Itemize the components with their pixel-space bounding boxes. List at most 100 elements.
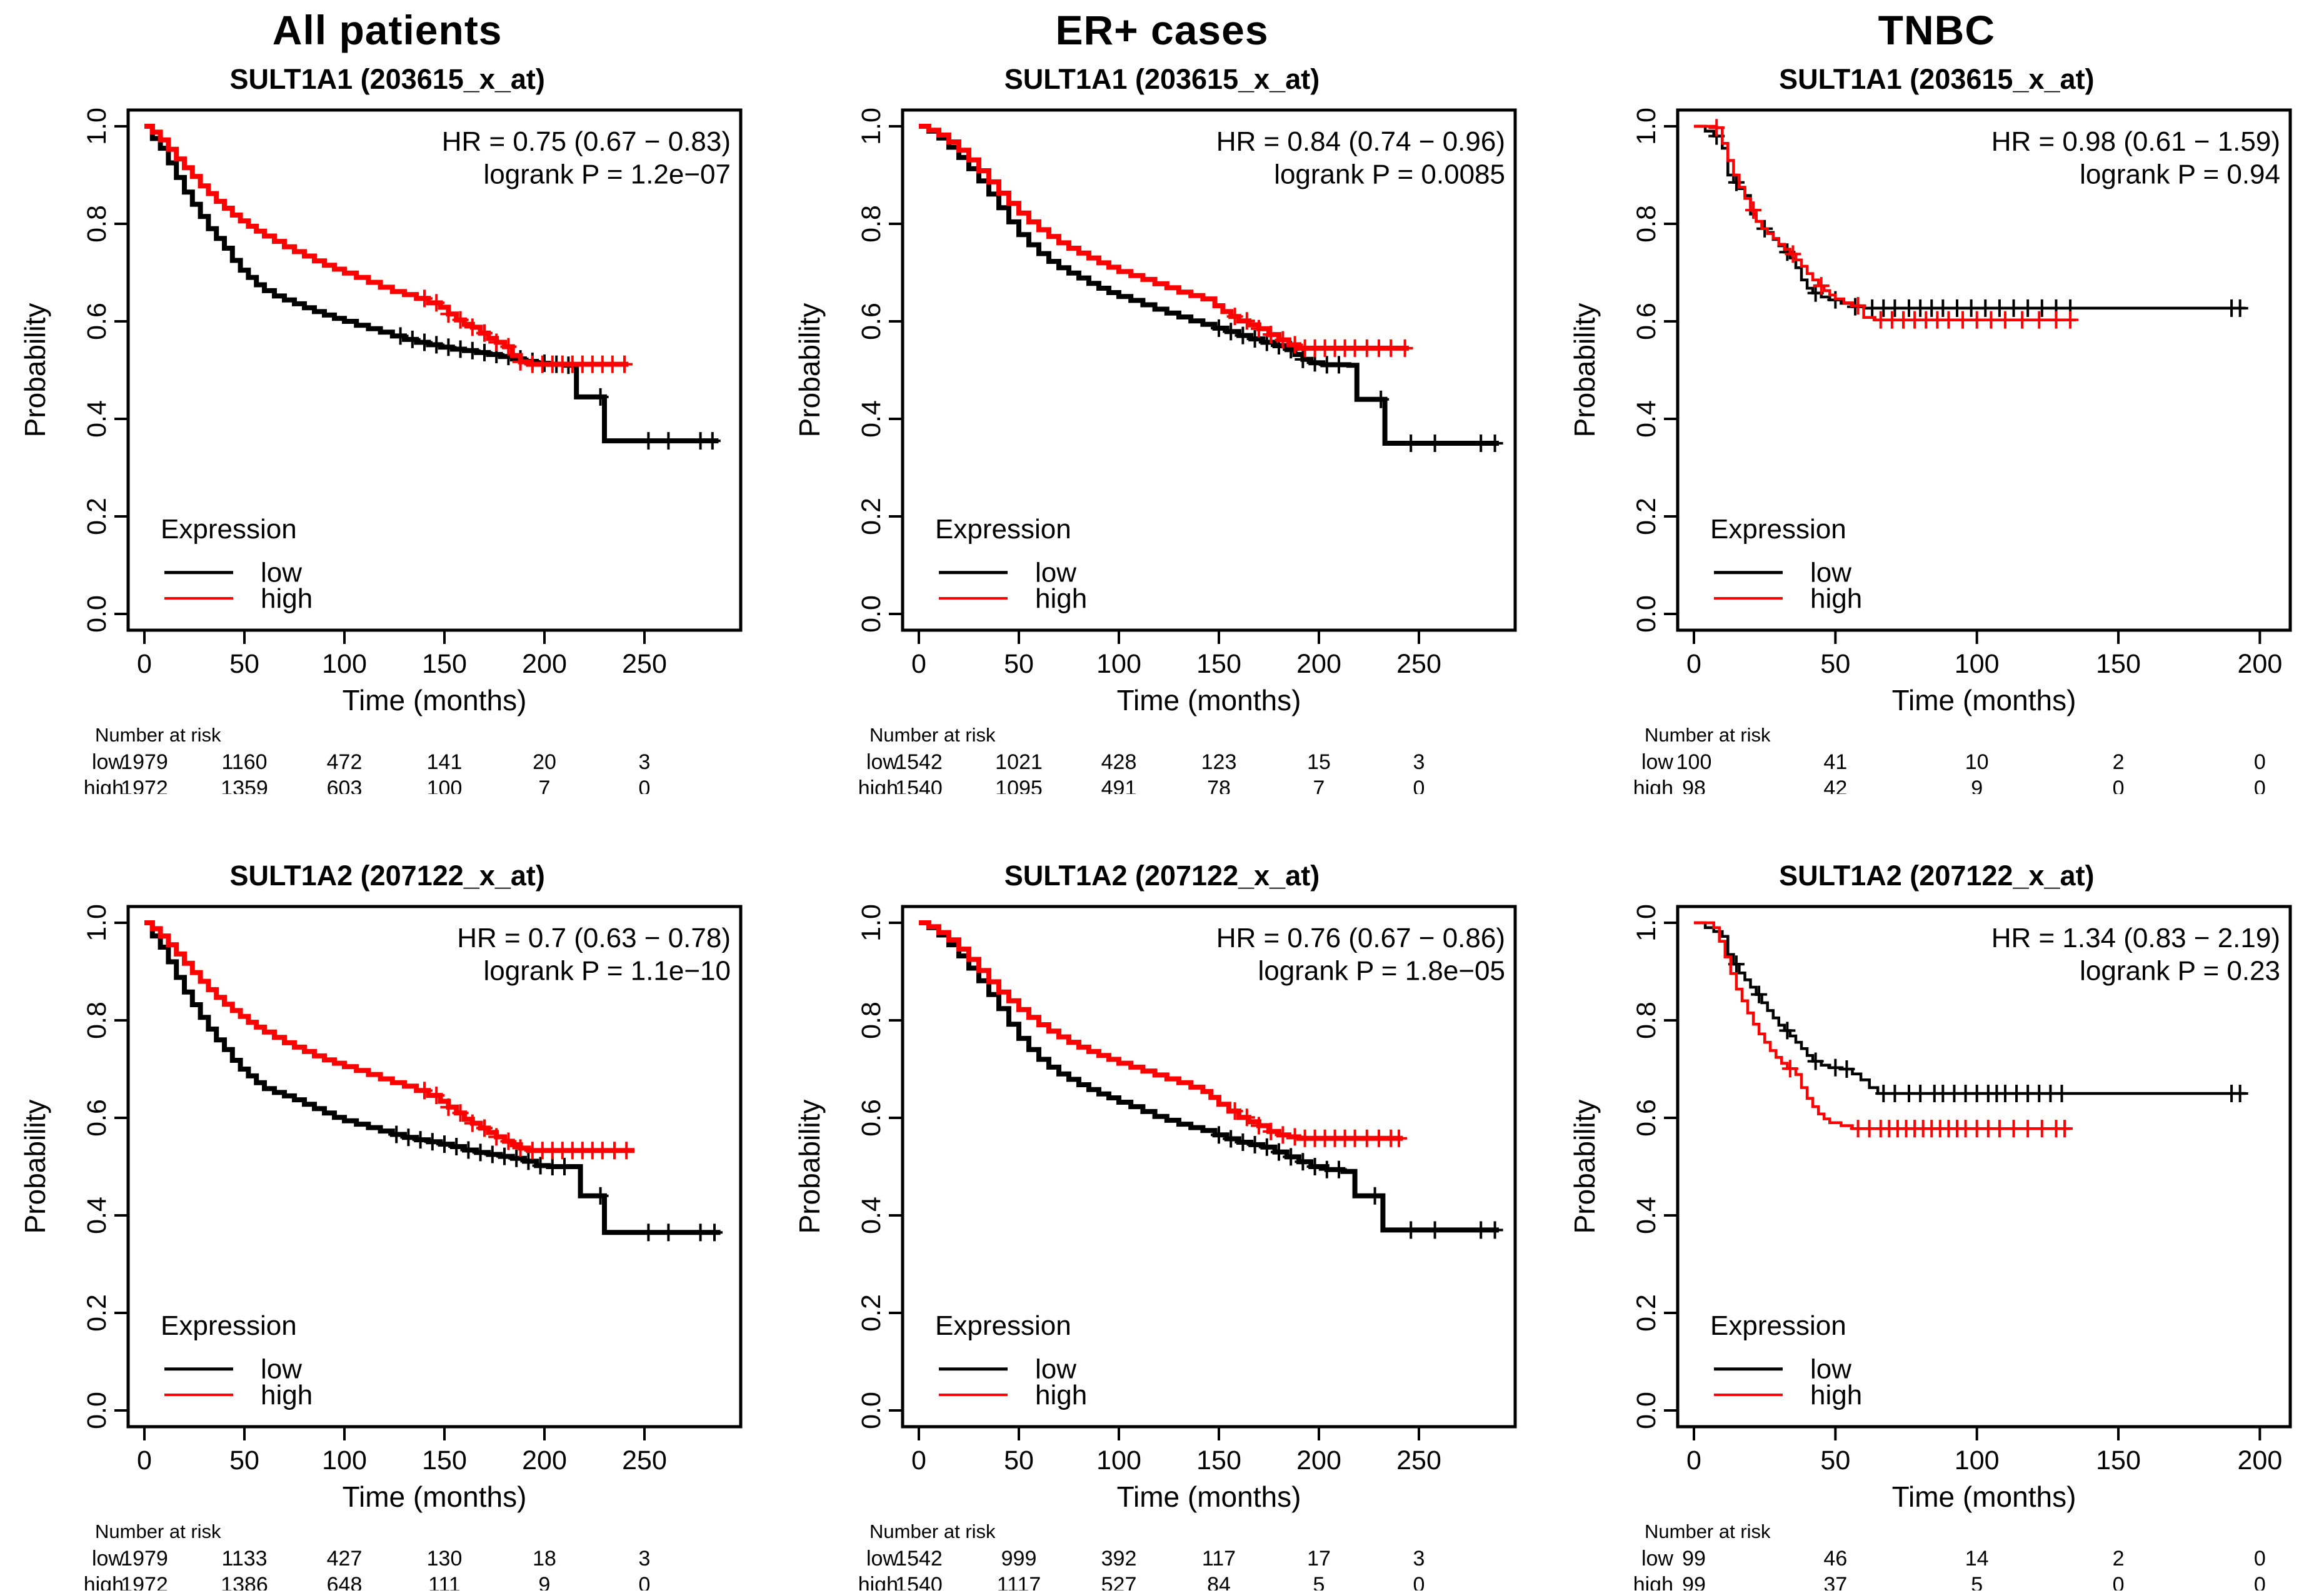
risk-value: 99 [1682, 1547, 1706, 1570]
risk-value: 10 [1965, 750, 1989, 774]
censor-marks-high [1227, 1102, 1408, 1147]
km-curve-high [144, 124, 633, 373]
x-tick-label: 50 [1820, 1445, 1850, 1475]
km-step-line-high [1693, 124, 2076, 321]
panel-title-sult1a1-all: SULT1A1 (203615_x_at) [229, 63, 545, 95]
risk-table-header: Number at risk [869, 724, 996, 746]
panel-title-sult1a1-tnbc: SULT1A1 (203615_x_at) [1779, 63, 2095, 95]
risk-value: 2 [2112, 750, 2124, 774]
y-tick-label: 0.4 [1631, 400, 1661, 438]
risk-row-label-low: low [1641, 1547, 1673, 1570]
legend-label-low: low [261, 1354, 302, 1385]
x-tick-label: 150 [2096, 1445, 2141, 1475]
y-axis: 0.0 0.2 0.4 0.6 0.8 1.0 [82, 904, 129, 1429]
risk-value: 1979 [121, 1547, 168, 1570]
risk-row-label-high: high [1633, 776, 1673, 794]
risk-value: 3 [1413, 1547, 1425, 1570]
x-tick-label: 0 [137, 1445, 152, 1475]
risk-table-header: Number at risk [95, 724, 221, 746]
x-axis: 0 50 100 150 200 250 [137, 1427, 667, 1475]
risk-value: 0 [2254, 1547, 2266, 1570]
risk-value: 18 [533, 1547, 556, 1570]
y-tick-label: 1.0 [1631, 904, 1661, 942]
risk-value: 1160 [222, 750, 268, 774]
risk-value: 428 [1101, 750, 1137, 774]
legend-label-high: high [261, 583, 313, 614]
km-curve-low [144, 920, 723, 1242]
risk-row-label-low: low [866, 750, 898, 774]
x-tick-label: 200 [2237, 1445, 2282, 1475]
x-axis: 0 50 100 150 200 [1686, 630, 2282, 679]
risk-value: 1972 [121, 776, 168, 794]
legend-title: Expression [1710, 1310, 1846, 1341]
risk-value: 141 [427, 750, 463, 774]
y-tick-label: 0.8 [82, 1002, 112, 1039]
km-plot-all-patients-sult1a2: 0.0 0.2 0.4 0.6 0.8 1.0 Probability 0 50 100 150 20… [19, 904, 743, 1590]
risk-value: 20 [533, 750, 556, 774]
y-tick-label: 1.0 [1631, 108, 1661, 145]
risk-value: 37 [1823, 1573, 1847, 1590]
x-tick-label: 200 [1297, 1445, 1342, 1475]
km-panel-er-sult1a2: SULT1A2 (207122_x_at) 0.0 0.2 0.4 0.6 0.8 1.0… [774, 796, 1549, 1593]
y-axis: 0.0 0.2 0.4 0.6 0.8 1.0 [856, 904, 903, 1429]
x-tick-label: 50 [229, 649, 259, 679]
legend-label-high: high [1035, 583, 1087, 614]
x-tick-label: 50 [1004, 1445, 1034, 1475]
censor-marks-high [1708, 119, 2078, 329]
y-axis-title: Probability [19, 303, 51, 438]
risk-value: 1133 [222, 1547, 268, 1570]
risk-value: 1972 [121, 1573, 168, 1590]
risk-value: 1540 [896, 1573, 943, 1590]
risk-value: 9 [539, 1573, 551, 1590]
risk-value: 14 [1965, 1547, 1989, 1570]
risk-value: 0 [1413, 776, 1425, 794]
risk-value: 1542 [896, 750, 943, 774]
x-tick-label: 0 [1686, 1445, 1701, 1475]
risk-value: 999 [1001, 1547, 1037, 1570]
censor-marks-low [388, 1125, 723, 1242]
risk-value: 1386 [221, 1573, 268, 1590]
risk-value: 100 [1676, 750, 1711, 774]
censor-marks-high [1227, 308, 1414, 357]
x-tick-label: 150 [1197, 649, 1242, 679]
hr-text: HR = 0.75 (0.67 − 0.83) [442, 126, 731, 157]
y-tick-label: 0.8 [1631, 205, 1661, 243]
risk-row-label-low: low [92, 750, 124, 774]
y-tick-label: 0.0 [1631, 1392, 1661, 1429]
km-panel-all-patients-sult1a1: All patients SULT1A1 (203615_x_at) 0.0 0.… [0, 0, 774, 796]
censor-marks-low [1211, 1126, 1504, 1239]
legend-label-low: low [1035, 1354, 1076, 1385]
panel-title-sult1a2-all: SULT1A2 (207122_x_at) [229, 860, 545, 892]
risk-value: 98 [1682, 776, 1706, 794]
y-tick-label: 0.2 [82, 1294, 112, 1332]
y-axis: 0.0 0.2 0.4 0.6 0.8 1.0 [1631, 904, 1678, 1429]
risk-value: 130 [427, 1547, 463, 1570]
risk-value: 1359 [221, 776, 268, 794]
y-tick-label: 0.2 [82, 498, 112, 535]
x-tick-label: 150 [1197, 1445, 1242, 1475]
legend-label-low: low [1810, 558, 1851, 588]
plot-box [901, 108, 1517, 632]
risk-value: 0 [2254, 750, 2266, 774]
y-tick-label: 0.8 [856, 205, 886, 243]
risk-value: 1540 [896, 776, 943, 794]
risk-value: 7 [1313, 776, 1325, 794]
y-tick-label: 0.2 [856, 498, 886, 535]
y-tick-label: 0.8 [82, 205, 112, 243]
x-tick-label: 100 [1955, 1445, 2000, 1475]
logrank-text: logrank P = 0.23 [2080, 955, 2280, 986]
legend-label-high: high [1810, 1380, 1862, 1410]
x-tick-label: 100 [1955, 649, 2000, 679]
risk-value: 84 [1208, 1573, 1231, 1590]
risk-value: 111 [428, 1573, 461, 1590]
legend-label-high: high [1810, 583, 1862, 614]
x-axis: 0 50 100 150 200 [1686, 1427, 2282, 1475]
x-tick-label: 50 [1004, 649, 1034, 679]
x-tick-label: 100 [322, 1445, 367, 1475]
y-tick-label: 0.0 [856, 595, 886, 633]
y-tick-label: 0.6 [1631, 1099, 1661, 1137]
